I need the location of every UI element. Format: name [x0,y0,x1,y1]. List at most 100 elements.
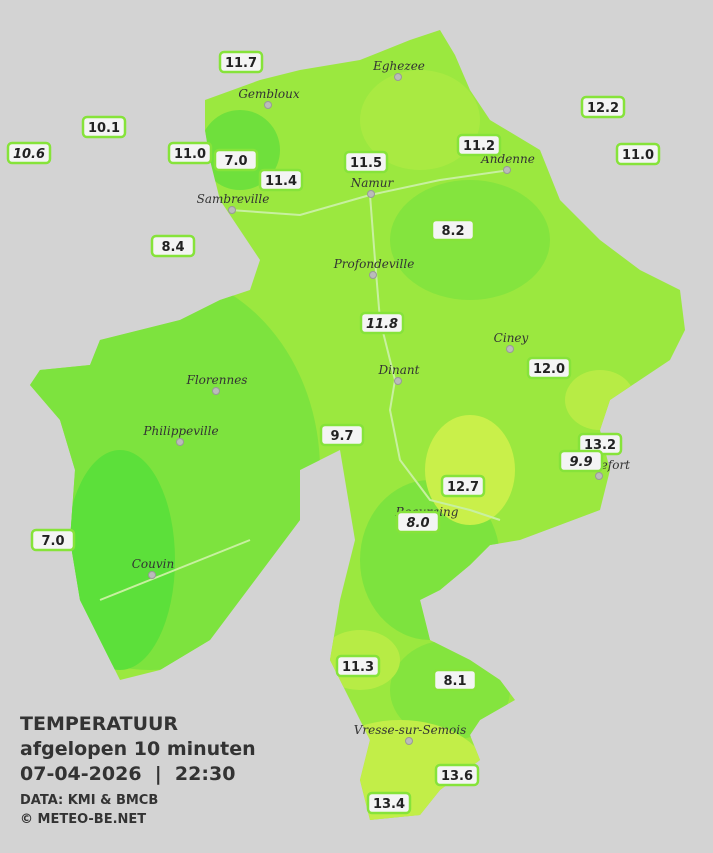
station-temperature: 12.0 [533,362,565,377]
station-temperature: 13.4 [373,797,405,812]
station: 11.8 [359,311,405,335]
legend-copyright: © METEO-BE.NET [20,812,146,827]
station-temperature: 11.7 [225,56,257,71]
city-dot [212,387,220,395]
station-temperature: 10.1 [88,121,120,136]
station-temperature: 13.6 [441,769,473,784]
station-box [81,115,127,139]
station: 11.0 [615,142,661,166]
station-temperature: 9.9 [569,455,592,470]
station: 11.7 [218,50,264,74]
station-box [150,234,196,258]
city-name: Gembloux [238,87,300,101]
city-name: Namur [350,176,395,190]
station: 13.4 [366,791,412,815]
legend-source: DATA: KMI & BMCB [20,793,158,808]
city-name: Sambreville [197,192,270,206]
station: 7.0 [30,528,76,552]
city-dot [394,73,402,81]
city-name: Ciney [494,331,529,345]
city-name: Philippeville [142,424,218,438]
station: 8.1 [432,668,478,692]
station-temperature: 7.0 [41,534,64,549]
city-dot [228,206,236,214]
station: 13.6 [434,763,480,787]
station-box [580,95,626,119]
station: 11.4 [258,168,304,192]
station: 7.0 [213,148,259,172]
city-dot [595,472,603,480]
station-temperature: 8.2 [441,224,464,239]
legend-timestamp: 07-04-2026 | 22:30 [20,763,235,785]
station-temperature: 11.5 [350,156,382,171]
city-name: Profondeville [333,257,415,271]
station-box [456,133,502,157]
station-box [434,763,480,787]
station: 8.2 [430,218,476,242]
station: 8.0 [395,510,441,534]
city-dot [148,571,156,579]
station-temperature: 11.8 [366,317,398,332]
city-dot [405,737,413,745]
city-name: Vresse-sur-Semois [354,723,467,737]
station-box [395,510,441,534]
station: 12.7 [440,474,486,498]
station-box [6,141,52,165]
station-temperature: 11.3 [342,660,374,675]
station: 10.1 [81,115,127,139]
station-box [432,668,478,692]
station-box [343,150,389,174]
city-name: Couvin [132,557,174,571]
station: 9.7 [319,423,365,447]
station-temperature: 11.0 [174,147,206,162]
legend-title: TEMPERATUUR [20,713,178,735]
station: 9.9 [558,449,604,473]
station-box [558,449,604,473]
station: 11.2 [456,133,502,157]
station: 12.2 [580,95,626,119]
station-box [335,654,381,678]
station: 11.0 [167,141,213,165]
station-box [615,142,661,166]
station-temperature: 11.4 [265,174,297,189]
station-box [440,474,486,498]
station: 10.6 [6,141,52,165]
legend-subtitle: afgelopen 10 minuten [20,738,256,760]
station-temperature: 8.0 [406,516,429,531]
city-dot [394,377,402,385]
station: 13.2 [577,432,623,456]
station-box [319,423,365,447]
city-dot [176,438,184,446]
city-dot [506,345,514,353]
city-name: Dinant [378,363,420,377]
station: 8.4 [150,234,196,258]
station-box [430,218,476,242]
station-box [359,311,405,335]
city-dot [369,271,377,279]
station: 11.3 [335,654,381,678]
station: 11.5 [343,150,389,174]
station-temperature: 7.0 [224,154,247,169]
city-name: Eghezee [372,59,425,73]
station-temperature: 11.2 [463,139,495,154]
city-name: Florennes [186,373,248,387]
station-temperature: 12.7 [447,480,479,495]
station-temperature: 12.2 [587,101,619,116]
station-box [526,356,572,380]
station-temperature: 13.2 [584,438,616,453]
station-box [213,148,259,172]
city-dot [367,190,375,198]
station-box [167,141,213,165]
station-temperature: 11.0 [622,148,654,163]
station-temperature: 9.7 [330,429,353,444]
city-dot [264,101,272,109]
station-temperature: 10.6 [13,147,45,162]
city-dot [503,166,511,174]
station-temperature: 8.1 [443,674,466,689]
station-box [258,168,304,192]
station: 12.0 [526,356,572,380]
station-box [30,528,76,552]
station-temperature: 8.4 [161,240,184,255]
station-box [366,791,412,815]
